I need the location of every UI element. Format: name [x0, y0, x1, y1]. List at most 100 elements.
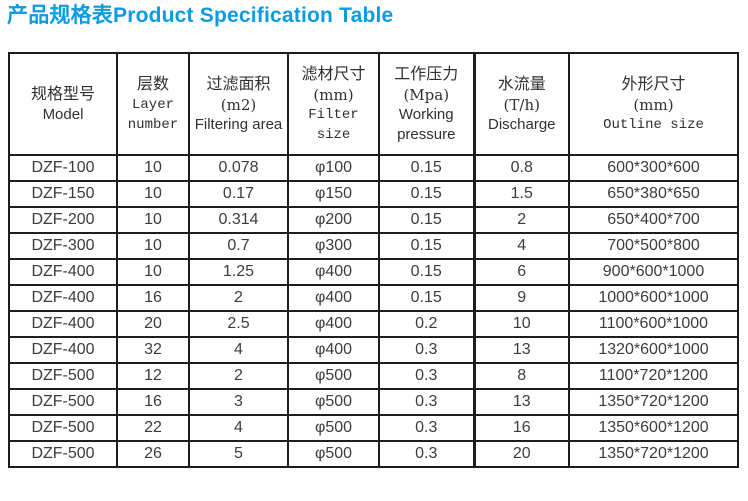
table-cell: 6	[472, 258, 570, 286]
table-cell: 1000*600*1000	[568, 284, 739, 312]
table-cell: 2.5	[188, 310, 289, 338]
table-cell: φ400	[287, 284, 380, 312]
table-cell: DZF-400	[8, 310, 118, 338]
table-cell: 0.2	[378, 310, 475, 338]
table-cell: 13	[472, 336, 570, 364]
table-cell: φ400	[287, 310, 380, 338]
table-cell: 650*380*650	[568, 180, 739, 208]
header-working-pressure-en: Working pressure	[397, 106, 456, 143]
table-cell: 0.314	[188, 206, 289, 234]
table-row: DZF-400 16 2 φ400 0.15 9 1000*600*1000	[8, 284, 739, 312]
table-cell: 26	[116, 440, 190, 468]
header-working-pressure-unit: (Mpa)	[403, 86, 450, 104]
header-filtering-area-unit: (m2)	[220, 96, 257, 114]
table-cell: φ400	[287, 336, 380, 364]
table-row: DZF-100 10 0.078 φ100 0.15 0.8 600*300*600	[8, 154, 739, 182]
table-cell: 900*600*1000	[568, 258, 739, 286]
table-cell: 0.3	[378, 414, 475, 442]
header-outline-size-zh: 外形尺寸	[621, 74, 686, 93]
table-cell: 4	[188, 336, 289, 364]
header-outline-size-unit: (mm)	[633, 96, 674, 114]
table-cell: 2	[188, 284, 289, 312]
table-cell: φ500	[287, 440, 380, 468]
table-cell: φ200	[287, 206, 380, 234]
table-cell: 1350*720*1200	[568, 388, 739, 416]
header-discharge-unit: (T/h)	[503, 96, 540, 114]
table-cell: 10	[116, 154, 190, 182]
table-cell: φ500	[287, 362, 380, 390]
header-row: 规格型号 Model 层数 Layer number 过滤面积 (m2) Fil…	[8, 52, 739, 156]
table-cell: 1.5	[472, 180, 570, 208]
header-filter-size-zh: 滤材尺寸	[301, 64, 366, 83]
table-cell: 4	[188, 414, 289, 442]
table-cell: 4	[472, 232, 570, 260]
header-outline-size: 外形尺寸 (mm) Outline size	[568, 52, 739, 156]
table-cell: 3	[188, 388, 289, 416]
page-title: 产品规格表Product Specification Table	[7, 4, 394, 27]
table-cell: 20	[116, 310, 190, 338]
header-layer-number: 层数 Layer number	[116, 52, 190, 156]
table-cell: 1320*600*1000	[568, 336, 739, 364]
table-row: DZF-150 10 0.17 φ150 0.15 1.5 650*380*650	[8, 180, 739, 208]
table-row: DZF-500 26 5 φ500 0.3 20 1350*720*1200	[8, 440, 739, 468]
header-discharge: 水流量 (T/h) Discharge	[472, 52, 570, 156]
table-cell: 0.8	[472, 154, 570, 182]
table-cell: 1350*600*1200	[568, 414, 739, 442]
table-cell: DZF-100	[8, 154, 118, 182]
header-layer-number-zh: 层数	[136, 74, 169, 93]
table-cell: 1100*720*1200	[568, 362, 739, 390]
table-cell: DZF-500	[8, 414, 118, 442]
table-row: DZF-500 22 4 φ500 0.3 16 1350*600*1200	[8, 414, 739, 442]
table-cell: DZF-300	[8, 232, 118, 260]
table-cell: 2	[188, 362, 289, 390]
table-cell: 0.15	[378, 180, 475, 208]
header-discharge-en: Discharge	[487, 116, 556, 133]
header-layer-number-en: Layer number	[127, 97, 179, 133]
table-cell: 1100*600*1000	[568, 310, 739, 338]
table-cell: 0.3	[378, 440, 475, 468]
header-model-en: Model	[42, 106, 84, 123]
table-cell: 16	[472, 414, 570, 442]
header-working-pressure: 工作压力 (Mpa) Working pressure	[378, 52, 475, 156]
table-cell: DZF-200	[8, 206, 118, 234]
table-cell: 32	[116, 336, 190, 364]
table-cell: 0.15	[378, 154, 475, 182]
table-cell: DZF-500	[8, 440, 118, 468]
table-cell: 10	[116, 180, 190, 208]
table-cell: 16	[116, 284, 190, 312]
table-cell: DZF-150	[8, 180, 118, 208]
table-row: DZF-400 10 1.25 φ400 0.15 6 900*600*1000	[8, 258, 739, 286]
header-model-zh: 规格型号	[30, 84, 95, 103]
table-cell: 1350*720*1200	[568, 440, 739, 468]
table-cell: 9	[472, 284, 570, 312]
header-outline-size-en: Outline size	[603, 117, 704, 133]
table-cell: 16	[116, 388, 190, 416]
table-cell: φ300	[287, 232, 380, 260]
table-cell: DZF-400	[8, 284, 118, 312]
table-row: DZF-400 20 2.5 φ400 0.2 10 1100*600*1000	[8, 310, 739, 338]
table-cell: 5	[188, 440, 289, 468]
table-row: DZF-500 12 2 φ500 0.3 8 1100*720*1200	[8, 362, 739, 390]
table-cell: 20	[472, 440, 570, 468]
table-cell: 600*300*600	[568, 154, 739, 182]
table-cell: 0.15	[378, 284, 475, 312]
table-cell: 700*500*800	[568, 232, 739, 260]
header-filter-size-unit: (mm)	[313, 86, 354, 104]
header-filtering-area-zh: 过滤面积	[206, 74, 271, 93]
table-cell: 10	[116, 258, 190, 286]
table-cell: 22	[116, 414, 190, 442]
table-cell: DZF-400	[8, 336, 118, 364]
table-cell: 10	[116, 206, 190, 234]
header-working-pressure-zh: 工作压力	[394, 64, 459, 83]
table-row: DZF-300 10 0.7 φ300 0.15 4 700*500*800	[8, 232, 739, 260]
table-cell: 650*400*700	[568, 206, 739, 234]
table-cell: 12	[116, 362, 190, 390]
table-cell: φ400	[287, 258, 380, 286]
table-cell: 0.3	[378, 362, 475, 390]
table-row: DZF-400 32 4 φ400 0.3 13 1320*600*1000	[8, 336, 739, 364]
product-spec-table: 规格型号 Model 层数 Layer number 过滤面积 (m2) Fil…	[8, 52, 739, 468]
table-cell: 0.7	[188, 232, 289, 260]
header-model: 规格型号 Model	[8, 52, 118, 156]
table-cell: 13	[472, 388, 570, 416]
